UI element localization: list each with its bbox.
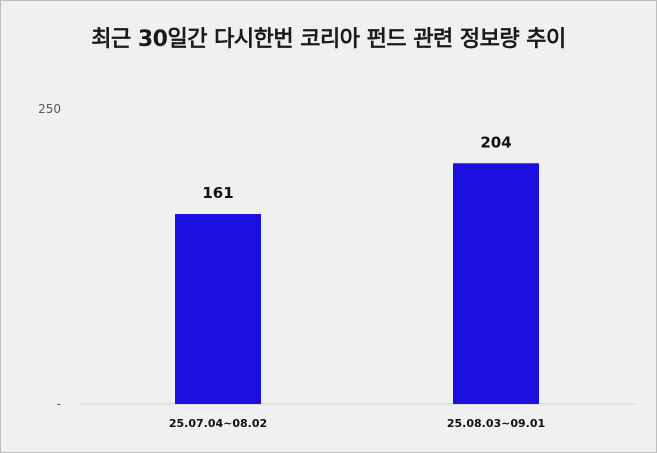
x-tick-label-2: 25.08.03~09.01 bbox=[447, 417, 545, 430]
data-label-2: 204 bbox=[480, 133, 511, 151]
y-tick-label-max: 250 bbox=[38, 102, 61, 116]
bar-2 bbox=[453, 163, 539, 404]
bar-series: 161 25.07.04~08.02 204 25.08.03~09.01 bbox=[169, 133, 545, 430]
chart-title: 최근 30일간 다시한번 코리아 펀드 관련 정보량 추이 bbox=[91, 27, 566, 52]
bar-1 bbox=[175, 214, 261, 404]
data-label-1: 161 bbox=[202, 184, 233, 202]
x-tick-label-1: 25.07.04~08.02 bbox=[169, 417, 267, 430]
y-tick-label-zero: - bbox=[57, 397, 61, 411]
